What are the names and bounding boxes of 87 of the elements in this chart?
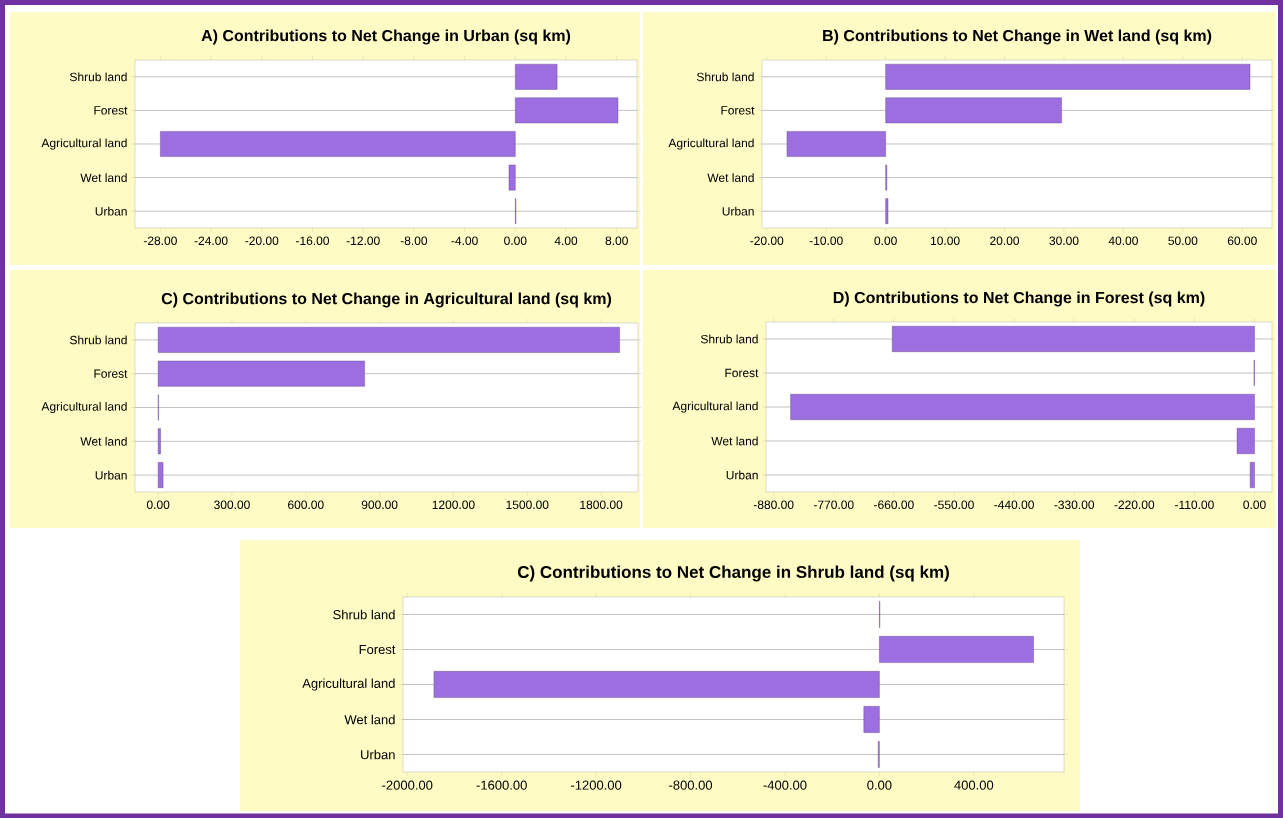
x-tick-label: -220.00 [1114,500,1155,509]
bar [885,63,1251,90]
x-tick-label: -28.00 [143,236,177,245]
x-tick-label: -24.00 [194,236,228,245]
x-tick-label: 0.00 [874,236,897,245]
x-tick-label: 1800.00 [580,500,623,509]
bar [885,198,889,224]
x-tick-label: -4.00 [451,236,478,245]
x-tick-label: 4.00 [554,236,578,245]
x-tick-label: -400.00 [763,780,807,790]
bar [508,164,516,191]
x-tick-label: 1200.00 [432,500,475,509]
y-tick-label: Forest [94,105,128,115]
bar [863,705,880,733]
chart-title: C) Contributions to Net Change in Shrub land (sq km) [517,565,949,582]
x-tick-label: 30.00 [1049,236,1079,245]
x-tick-label: 600.00 [288,500,324,509]
chart-title: D) Contributions to Net Change in Forest (sq km) [833,291,1205,307]
x-tick-label: 0.00 [1243,500,1266,509]
y-tick-label: Agricultural land [41,401,127,413]
bar [879,635,1034,663]
bar [433,670,880,698]
bar [160,130,516,157]
bar [515,97,619,123]
y-tick-label: Forest [725,368,759,377]
x-tick-label: 400.00 [954,780,994,790]
y-tick-label: Urban [722,206,754,216]
x-tick-label: 0.00 [867,780,892,790]
x-tick-label: -20.00 [750,236,784,245]
x-tick-label: -660.00 [874,500,914,509]
x-tick-label: -880.00 [753,500,794,509]
x-tick-label: -10.00 [809,236,843,245]
y-tick-label: Shrub land [333,609,395,620]
bar [515,63,558,90]
x-tick-label: -110.00 [1175,500,1214,509]
x-tick-label: 900.00 [361,500,398,509]
bar [786,130,886,157]
y-tick-label: Shrub land [69,72,127,81]
x-tick-label: -20.00 [245,236,279,245]
y-tick-label: Shrub land [69,335,127,345]
x-tick-label: 0.00 [504,236,527,245]
x-tick-label: 0.00 [146,500,170,509]
x-tick-label: -550.00 [934,500,974,509]
x-tick-label: -440.00 [994,500,1034,509]
x-tick-label: -12.00 [346,236,380,245]
bar [157,461,164,488]
x-tick-label: -770.00 [813,500,854,509]
y-tick-label: Wet land [80,436,127,446]
y-tick-label: Wet land [344,714,395,725]
y-tick-label: Agricultural land [672,401,758,413]
bar [885,97,1062,123]
chart-title: C) Contributions to Net Change in Agricultural land (sq km) [161,292,612,308]
y-tick-label: Urban [95,206,127,216]
y-tick-label: Agricultural land [41,138,127,150]
x-tick-label: 300.00 [214,500,250,509]
x-tick-label: -1600.00 [476,780,527,790]
x-tick-label: -8.00 [400,236,428,245]
x-tick-label: 60.00 [1227,236,1257,245]
bar [157,428,161,454]
x-tick-label: -2000.00 [382,780,433,790]
x-tick-label: 10.00 [930,236,960,245]
y-tick-label: Agricultural land [302,678,395,691]
x-tick-label: -1200.00 [571,780,622,790]
bar [157,326,620,353]
chart-title: B) Contributions to Net Change in Wet land (sq km) [823,29,1212,45]
y-tick-label: Forest [359,644,396,654]
y-tick-label: Urban [361,749,395,760]
x-tick-label: 50.00 [1168,236,1198,245]
y-tick-label: Shrub land [696,72,754,81]
x-tick-label: 1500.00 [506,500,549,509]
y-tick-label: Urban [95,470,127,480]
y-tick-label: Wet land [711,436,758,446]
y-tick-label: Shrub land [700,334,758,344]
y-tick-label: Urban [726,470,758,480]
y-tick-label: Agricultural land [668,138,754,150]
x-tick-label: -16.00 [296,236,330,245]
x-tick-label: 8.00 [605,236,628,245]
bar [157,360,365,387]
y-tick-label: Forest [94,369,128,378]
y-tick-label: Wet land [80,172,127,182]
x-tick-label: -330.00 [1054,500,1095,509]
x-tick-label: -800.00 [669,780,713,790]
x-tick-label: 20.00 [990,236,1020,245]
y-tick-label: Wet land [707,172,754,182]
x-tick-label: 40.00 [1108,236,1138,245]
y-tick-label: Forest [721,105,755,115]
chart-title: A) Contributions to Net Change in Urban (sq km) [201,29,571,45]
